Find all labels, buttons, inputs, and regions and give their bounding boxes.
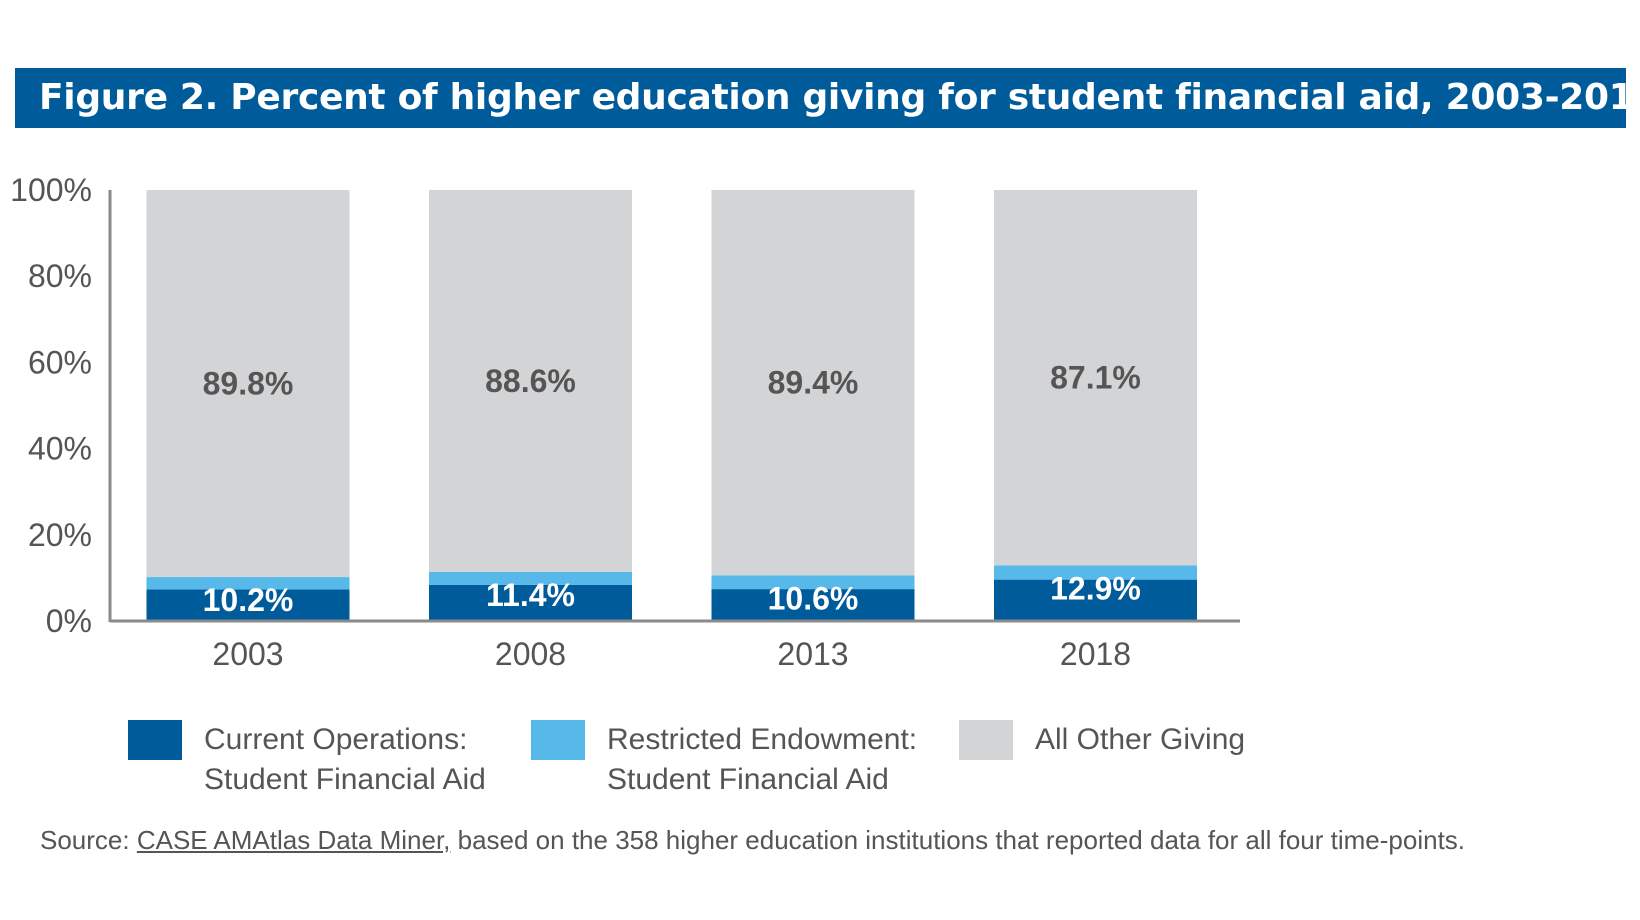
bar-current-operations-student-financial-aid-2013 xyxy=(711,589,915,621)
data-label-financial-aid-2008: 11.4% xyxy=(486,577,575,613)
bar-all-other-giving-2013 xyxy=(711,190,915,576)
source-suffix: based on the 358 higher education instit… xyxy=(450,825,1466,855)
bar-all-other-giving-2008 xyxy=(429,190,632,572)
x-tick-label-2018: 2018 xyxy=(1060,636,1131,672)
y-tick-label: 80% xyxy=(28,258,92,294)
y-tick-label: 20% xyxy=(28,517,92,553)
axis-layer: 2003 2008 2013 2018 0% 20% 40% 60% 80% 100% xyxy=(10,172,1240,672)
stacked-bar-chart: 10.2% 89.8% 11.4% 88.6% 10.6% 89.4% 12.9% 87.1%… xyxy=(10,172,1240,672)
legend-item-restricted-endowment: Restricted Endowment: Student Financial … xyxy=(531,720,917,800)
bar-restricted-endowment-student-financial-aid-2008 xyxy=(429,571,632,585)
legend-swatch-all-other-giving xyxy=(959,720,1013,760)
x-tick-label-2008: 2008 xyxy=(495,636,566,672)
legend-swatch-restricted-endowment xyxy=(531,720,585,760)
data-label-all-other-2008: 88.6% xyxy=(485,363,576,399)
y-tick-label: 60% xyxy=(28,344,92,380)
legend-swatch-current-operations xyxy=(128,720,182,760)
legend: Current Operations: Student Financial Ai… xyxy=(0,720,1640,810)
labels-layer: 10.2% 89.8% 11.4% 88.6% 10.6% 89.4% 12.9% 87.1% xyxy=(203,360,1141,618)
bars-layer xyxy=(146,190,1197,621)
bar-current-operations-student-financial-aid-2008 xyxy=(429,584,632,621)
x-tick-label-2003: 2003 xyxy=(212,636,283,672)
bar-restricted-endowment-student-financial-aid-2003 xyxy=(146,577,350,590)
data-label-all-other-2013: 89.4% xyxy=(768,365,859,401)
bar-all-other-giving-2003 xyxy=(146,190,350,578)
bar-current-operations-student-financial-aid-2003 xyxy=(146,589,350,621)
data-label-all-other-2003: 89.8% xyxy=(203,366,294,402)
bar-all-other-giving-2018 xyxy=(994,190,1197,566)
chart-title: Figure 2. Percent of higher education gi… xyxy=(15,68,1640,128)
data-label-all-other-2018: 87.1% xyxy=(1050,360,1141,396)
y-tick-label: 0% xyxy=(46,603,92,639)
source-link[interactable]: CASE AMAtlas Data Miner, xyxy=(136,825,451,855)
y-tick-label: 40% xyxy=(28,431,92,467)
y-tick-label: 100% xyxy=(10,172,92,208)
legend-label-all-other-giving: All Other Giving xyxy=(1035,723,1246,756)
legend-item-all-other-giving: All Other Giving xyxy=(959,720,1245,760)
data-label-financial-aid-2013: 10.6% xyxy=(768,580,859,616)
x-tick-label-2013: 2013 xyxy=(777,636,848,672)
source-prefix: Source: xyxy=(40,825,137,855)
legend-item-current-operations: Current Operations: Student Financial Ai… xyxy=(128,720,486,800)
bar-restricted-endowment-student-financial-aid-2013 xyxy=(711,575,915,590)
bar-restricted-endowment-student-financial-aid-2018 xyxy=(994,565,1197,580)
bar-current-operations-student-financial-aid-2018 xyxy=(994,579,1197,621)
data-label-financial-aid-2018: 12.9% xyxy=(1050,570,1141,606)
legend-label-restricted-endowment: Restricted Endowment: Student Financial … xyxy=(607,723,918,796)
data-label-financial-aid-2003: 10.2% xyxy=(203,582,294,618)
legend-label-current-operations: Current Operations: Student Financial Ai… xyxy=(204,723,486,796)
source-note: Source: CASE AMAtlas Data Miner, based o… xyxy=(40,825,1465,856)
